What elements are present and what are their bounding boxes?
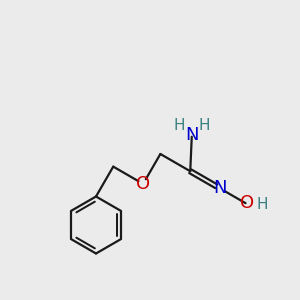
Text: N: N bbox=[185, 126, 199, 144]
Text: H: H bbox=[256, 197, 268, 212]
Text: H: H bbox=[199, 118, 210, 133]
Text: O: O bbox=[240, 194, 254, 212]
Text: H: H bbox=[173, 118, 185, 133]
Text: N: N bbox=[213, 179, 227, 197]
Text: O: O bbox=[136, 175, 150, 193]
